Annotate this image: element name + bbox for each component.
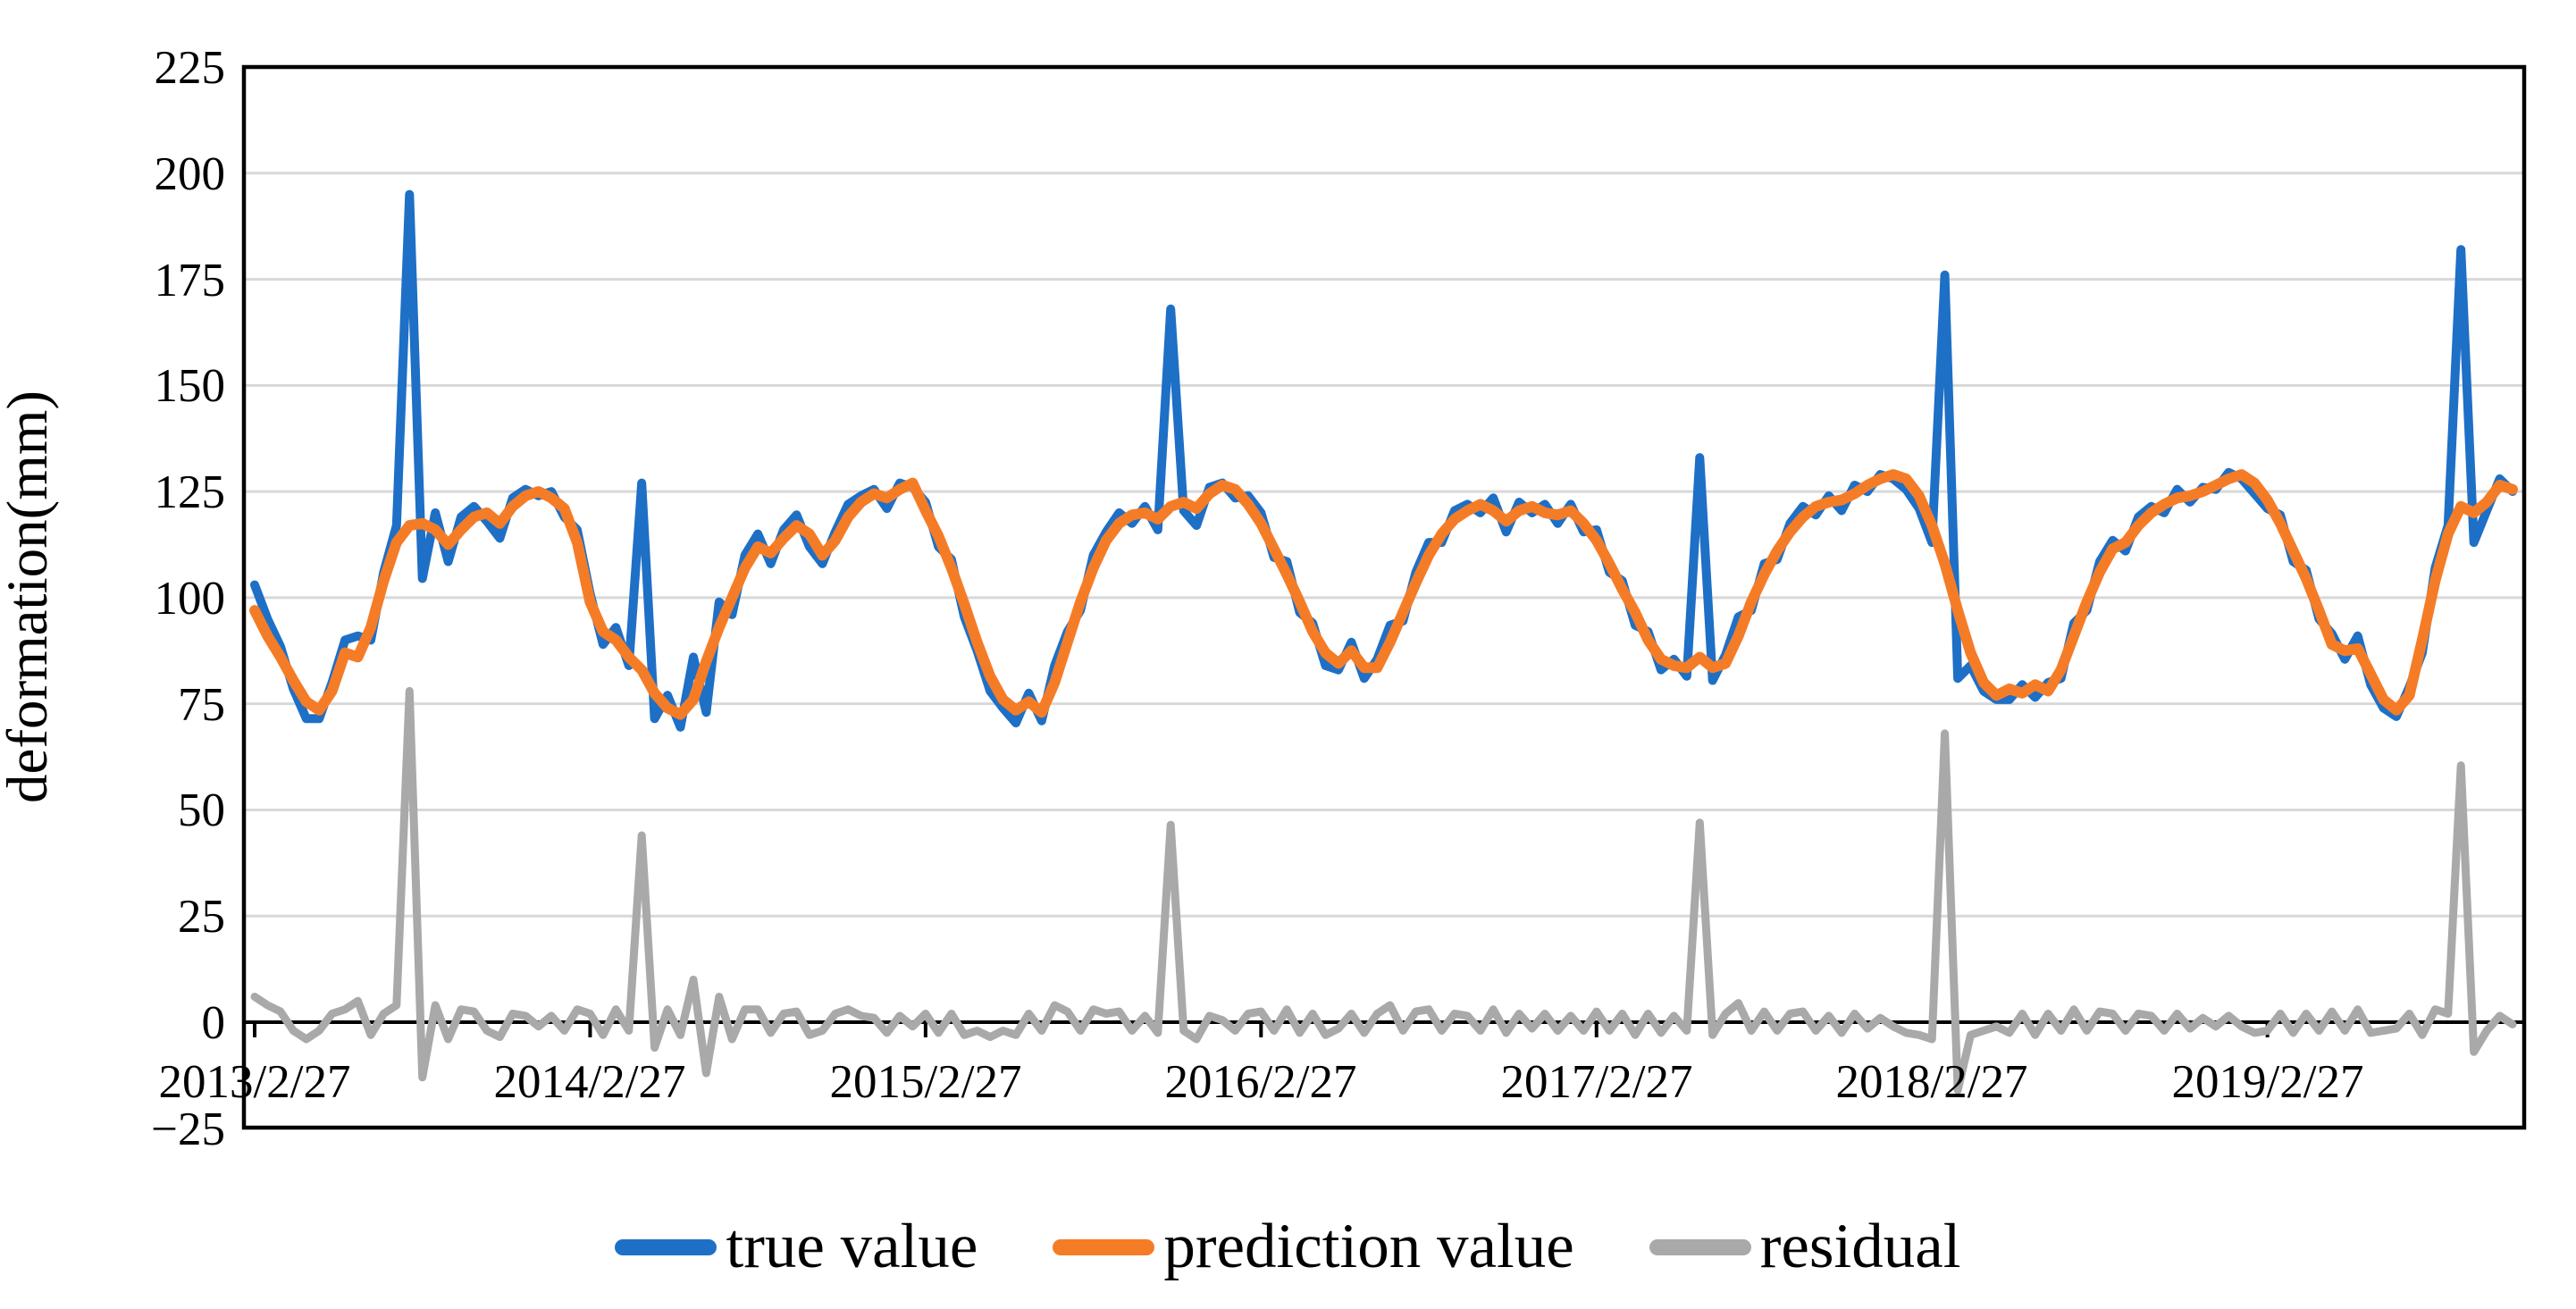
- legend-label-prediction-value: prediction value: [1163, 1212, 1574, 1281]
- legend: true value prediction value residual: [0, 1196, 2576, 1298]
- x-tick-label: 2019/2/27: [2172, 1056, 2364, 1108]
- x-tick-label: 2014/2/27: [494, 1056, 686, 1108]
- plot-frame: [241, 64, 2527, 1130]
- x-tick-label: 2015/2/27: [830, 1056, 1022, 1108]
- legend-item-true-value: true value: [615, 1215, 978, 1279]
- y-tick-label: 175: [155, 255, 226, 306]
- gridline-layer: [244, 172, 2524, 1037]
- legend-item-prediction-value: prediction value: [1053, 1212, 1574, 1281]
- y-axis-title: deformation(mm): [0, 390, 60, 803]
- y-tick-label: −25: [151, 1103, 225, 1155]
- series-line-prediction-value: [249, 469, 2518, 720]
- y-tick-label: 225: [155, 42, 226, 94]
- y-tick-label: 25: [178, 891, 225, 943]
- y-tick-label: 0: [202, 997, 226, 1049]
- x-tick-label: 2013/2/27: [159, 1056, 351, 1108]
- x-tick-label: 2017/2/27: [1501, 1056, 1693, 1108]
- legend-swatch-prediction-value-icon: [1053, 1238, 1155, 1255]
- legend-swatch-residual-icon: [1649, 1238, 1751, 1255]
- axis-label-layer: 225 200 175 150 125 100 75 50 25 0 −25 2…: [0, 42, 2363, 1155]
- y-tick-label: 50: [178, 785, 225, 836]
- x-tick-label: 2016/2/27: [1165, 1056, 1357, 1108]
- legend-item-residual: residual: [1649, 1215, 1961, 1279]
- y-tick-label: 75: [178, 679, 225, 731]
- legend-label-true-value: true value: [726, 1212, 978, 1281]
- y-tick-label: 150: [155, 360, 226, 412]
- legend-swatch-true-value-icon: [615, 1238, 717, 1255]
- y-tick-label: 100: [155, 573, 226, 625]
- y-tick-label: 125: [155, 466, 226, 518]
- series-line-residual: [250, 686, 2517, 1095]
- axis-frame-layer: [241, 64, 2527, 1130]
- x-tick-label: 2018/2/27: [1836, 1056, 2028, 1108]
- y-tick-label: 200: [155, 148, 226, 200]
- legend-label-residual: residual: [1759, 1212, 1961, 1281]
- series-layer: [249, 189, 2518, 1095]
